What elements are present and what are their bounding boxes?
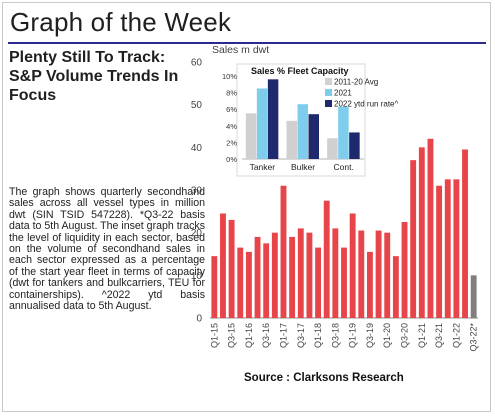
y-tick-label: 40	[191, 143, 203, 154]
x-tick-label: Q3-21	[434, 323, 444, 348]
chart-subtitle: Plenty Still To Track: S&P Volume Trends…	[9, 49, 179, 104]
x-tick-label: Q1-16	[244, 323, 254, 348]
bar-Q1-17	[280, 185, 287, 318]
bar-Q4-16	[271, 232, 278, 318]
x-tick-label: Q1-22	[451, 323, 461, 348]
inset-legend-label: 2022 ytd run rate^	[334, 100, 398, 109]
bar-Q3-15	[228, 219, 235, 318]
bar-Q3-22*	[470, 275, 477, 318]
x-tick-label: Q3-17	[296, 323, 306, 348]
inset-category-label: Bulker	[291, 162, 315, 172]
bar-Q3-19	[366, 251, 373, 318]
x-tick-label: Q1-19	[348, 323, 358, 348]
inset-y-tick-label: 6%	[226, 105, 237, 114]
y-tick-label: 10	[191, 271, 203, 282]
inset-legend-label: 2011-20 Avg	[334, 78, 378, 87]
figure-frame	[2, 2, 491, 412]
source-note: Source : Clarksons Research	[244, 372, 404, 384]
bar-Q1-16	[245, 251, 252, 318]
bar-Q1-18	[315, 247, 322, 318]
x-tick-label: Q3-15	[227, 323, 237, 348]
inset-category-label: Tanker	[250, 162, 276, 172]
inset-y-tick-label: 8%	[226, 89, 237, 98]
inset-legend-swatch	[325, 89, 332, 96]
y-tick-label: 60	[191, 58, 203, 69]
bar-Q4-20	[410, 160, 417, 318]
inset-y-tick-label: 2%	[226, 138, 237, 147]
bar-Q3-16	[263, 243, 270, 318]
bar-Q4-19	[375, 230, 382, 318]
bar-Q4-21	[444, 179, 451, 318]
inset-bar-Cont.-2022 ytd run rate^	[349, 132, 360, 159]
inset-bar-Tanker-2021	[256, 88, 268, 159]
bar-Q2-22	[462, 149, 468, 318]
bar-Q2-15	[220, 213, 226, 318]
y-tick-label: 50	[191, 100, 203, 111]
inset-bar-Cont.-2021	[338, 106, 349, 159]
x-tick-label: Q1-15	[209, 323, 219, 348]
inset-legend-swatch	[325, 78, 332, 85]
bar-Q2-16	[254, 236, 261, 318]
y-tick-label: 30	[191, 186, 203, 197]
bar-Q2-20	[392, 256, 399, 318]
inset-bar-Tanker-2022 ytd run rate^	[267, 79, 279, 159]
x-tick-label: Q3-16	[261, 323, 271, 348]
bar-Q1-20	[384, 232, 391, 318]
bar-Q2-19	[358, 230, 365, 318]
bar-Q2-21	[427, 138, 434, 318]
page-title: Graph of the Week	[10, 7, 232, 37]
inset-title: Sales % Fleet Capacity	[251, 66, 349, 76]
bar-Q3-17	[297, 228, 304, 318]
bar-Q3-18	[332, 228, 339, 318]
x-tick-label: Q3-20	[400, 323, 410, 348]
inset-legend-swatch	[325, 100, 332, 107]
bar-Q1-19	[349, 213, 356, 318]
x-tick-label: Q1-21	[417, 323, 427, 348]
bar-Q4-15	[237, 247, 244, 318]
x-tick-label: Q1-18	[313, 323, 323, 348]
bar-Q4-18	[341, 247, 347, 318]
inset-y-tick-label: 0%	[226, 155, 237, 164]
inset-bar-Cont.-2011-20 Avg	[327, 138, 338, 159]
bar-Q3-20	[401, 222, 408, 318]
x-tick-label: Q3-19	[365, 323, 375, 348]
bar-Q3-21	[436, 185, 443, 318]
inset-legend-label: 2021	[334, 89, 352, 98]
inset-y-tick-label: 4%	[226, 122, 237, 131]
y-axis-label: Sales m dwt	[212, 44, 269, 56]
bar-Q1-21	[418, 147, 425, 318]
bar-Q2-17	[289, 236, 296, 318]
x-tick-label: Q3-22*	[469, 323, 479, 352]
inset-bar-Bulker-2021	[297, 104, 308, 159]
inset-category-label: Cont.	[334, 162, 354, 172]
y-tick-label: 0	[196, 314, 202, 325]
bar-Q1-22	[453, 179, 460, 318]
x-tick-label: Q3-18	[330, 323, 340, 348]
x-tick-label: Q1-20	[382, 323, 392, 348]
inset-y-tick-label: 10%	[222, 72, 237, 81]
inset-bar-Tanker-2011-20 Avg	[245, 113, 257, 159]
bar-Q2-18	[323, 200, 330, 318]
bar-Q1-15	[211, 256, 218, 318]
y-tick-label: 20	[191, 228, 203, 239]
title-divider	[8, 42, 486, 44]
bar-Q4-17	[306, 232, 313, 318]
inset-bar-Bulker-2011-20 Avg	[286, 120, 297, 159]
x-tick-label: Q1-17	[278, 323, 288, 348]
chart-description: The graph shows quarterly secondhand sal…	[9, 186, 205, 313]
inset-bar-Bulker-2022 ytd run rate^	[308, 114, 319, 159]
